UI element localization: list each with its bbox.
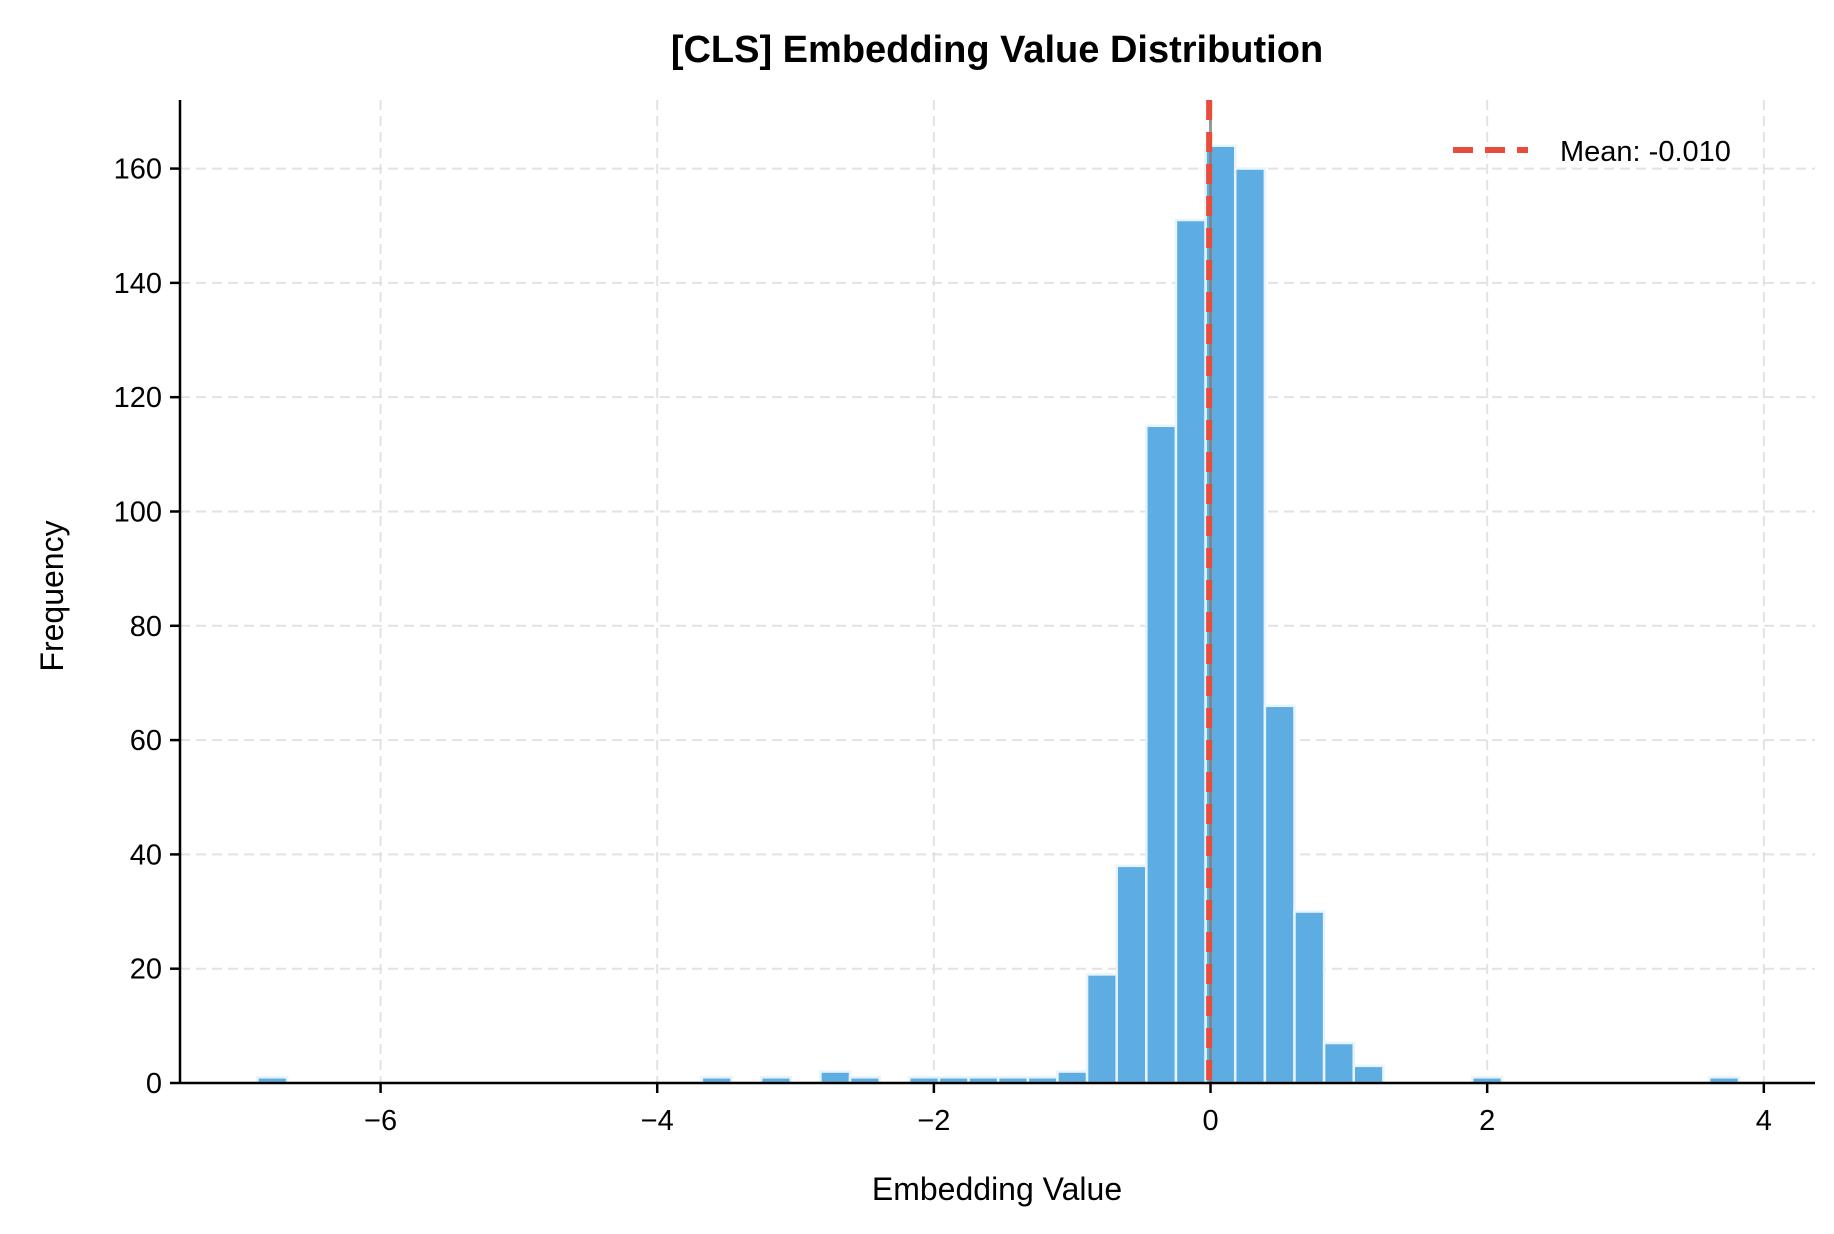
histogram-bar — [819, 1070, 852, 1085]
histogram-bar — [1056, 1070, 1089, 1085]
reference-lines — [1206, 100, 1213, 1083]
y-tick-label: 60 — [130, 725, 162, 757]
histogram-bar — [1145, 424, 1178, 1085]
x-tick-label: 2 — [1479, 1105, 1495, 1137]
histogram-bar — [1263, 704, 1296, 1085]
y-tick-label: 100 — [114, 496, 162, 528]
histogram-bar — [1352, 1064, 1385, 1085]
bars — [256, 144, 1741, 1085]
histogram-bar — [1085, 973, 1118, 1085]
x-axis-label: Embedding Value — [872, 1171, 1122, 1207]
x-tick-label: −2 — [917, 1105, 950, 1137]
axes — [178, 100, 1815, 1085]
y-tick-label: 40 — [130, 839, 162, 871]
x-tick-label: 0 — [1202, 1105, 1218, 1137]
y-tick-label: 80 — [130, 611, 162, 643]
x-tick-label: −4 — [641, 1105, 674, 1137]
histogram-bar — [1293, 910, 1326, 1085]
y-tick-label: 120 — [114, 382, 162, 414]
histogram-bar — [1233, 167, 1267, 1085]
legend-mean-label: Mean: -0.010 — [1560, 136, 1731, 168]
y-tick-label: 0 — [146, 1068, 162, 1100]
histogram-bar — [1322, 1041, 1355, 1085]
legend: Mean: -0.010 — [1453, 136, 1731, 168]
x-tick-label: −6 — [364, 1105, 397, 1137]
y-tick-label: 140 — [114, 268, 162, 300]
grid — [180, 100, 1815, 1083]
y-tick-label: 20 — [130, 954, 162, 986]
chart-title: [CLS] Embedding Value Distribution — [671, 29, 1323, 71]
x-tick-label: 4 — [1756, 1105, 1772, 1137]
y-axis-label: Frequency — [34, 520, 70, 671]
y-tick-label: 160 — [114, 154, 162, 186]
histogram-bar — [1115, 864, 1148, 1085]
histogram-bar — [1174, 218, 1207, 1085]
